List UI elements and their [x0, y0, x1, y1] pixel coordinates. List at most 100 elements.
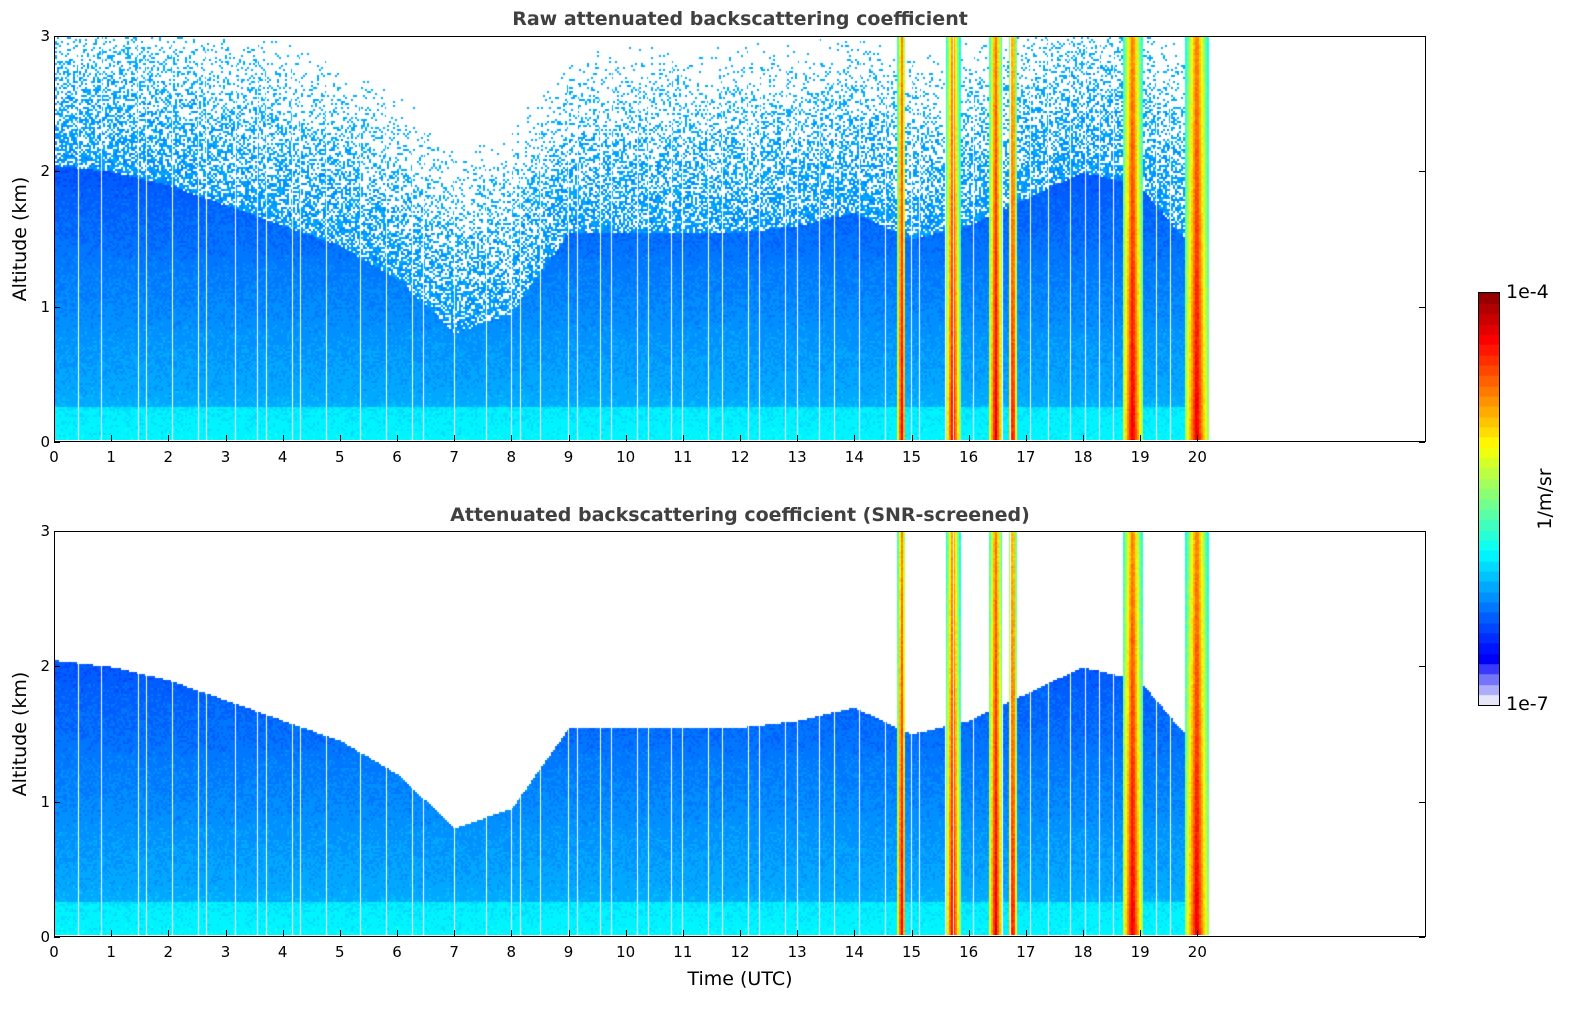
- panel-1-heatmap: [55, 37, 1424, 440]
- x-tick: [397, 930, 398, 936]
- y-tick: [54, 306, 60, 308]
- x-tick: [1197, 435, 1199, 441]
- x-tick-label: 18: [1073, 448, 1093, 466]
- y-tick: [1419, 36, 1425, 37]
- colorbar-min-label: 1e-7: [1506, 693, 1549, 715]
- x-tick-label: 17: [1016, 943, 1036, 961]
- panel-2-title: Attenuated backscattering coefficient (S…: [450, 504, 1030, 526]
- y-tick: [54, 937, 60, 938]
- x-tick: [511, 930, 513, 936]
- x-tick: [682, 435, 684, 441]
- y-tick: [54, 36, 60, 37]
- y-tick-label: 0: [40, 433, 50, 451]
- y-tick: [1419, 531, 1425, 532]
- x-tick: [225, 930, 227, 936]
- x-tick: [282, 435, 284, 441]
- x-tick-label: 17: [1016, 448, 1036, 466]
- x-tick-label: 10: [616, 448, 636, 466]
- x-tick-label: 9: [563, 943, 574, 961]
- x-tick-label: 14: [844, 448, 864, 466]
- x-tick: [1140, 435, 1142, 441]
- x-tick: [54, 930, 55, 936]
- x-tick: [168, 930, 170, 936]
- y-tick: [1419, 801, 1425, 803]
- x-tick: [854, 435, 856, 441]
- x-tick: [625, 435, 627, 441]
- x-tick: [225, 435, 227, 441]
- y-tick-label: 2: [40, 162, 50, 181]
- x-tick-label: 6: [392, 448, 402, 466]
- x-tick: [625, 930, 627, 936]
- x-tick-label: 19: [1130, 943, 1150, 961]
- panel-2-heatmap: [55, 532, 1424, 935]
- x-tick: [54, 435, 55, 441]
- x-tick: [339, 435, 341, 441]
- panel-2-axes: [54, 531, 1426, 937]
- x-tick: [454, 930, 456, 936]
- x-tick-label: 16: [959, 943, 979, 961]
- y-tick: [1419, 937, 1425, 938]
- x-tick: [111, 930, 113, 936]
- x-tick: [968, 930, 970, 936]
- x-tick-label: 8: [506, 943, 517, 961]
- x-tick-label: 11: [673, 448, 693, 466]
- x-tick-label: 20: [1187, 448, 1207, 466]
- y-tick: [54, 171, 60, 173]
- x-tick: [1197, 930, 1199, 936]
- panel-1-title: Raw attenuated backscattering coefficien…: [512, 8, 968, 30]
- x-tick-label: 13: [787, 943, 807, 961]
- y-tick-label: 3: [40, 522, 50, 540]
- x-tick-label: 14: [844, 943, 864, 961]
- x-tick-label: 3: [220, 943, 231, 961]
- x-tick-label: 0: [49, 943, 59, 961]
- x-tick-label: 1: [106, 943, 116, 961]
- x-tick-label: 18: [1073, 943, 1093, 961]
- x-tick: [968, 435, 970, 441]
- y-tick: [54, 442, 60, 443]
- y-tick: [1419, 306, 1425, 308]
- colorbar: [1478, 292, 1500, 706]
- x-tick: [797, 930, 799, 936]
- x-tick-label: 5: [335, 943, 345, 961]
- x-tick: [911, 930, 913, 936]
- x-tick-label: 5: [335, 448, 345, 466]
- colorbar-max-label: 1e-4: [1506, 281, 1549, 303]
- x-tick: [854, 930, 856, 936]
- x-tick: [339, 930, 341, 936]
- panel-1-ylabel: Altitude (km): [9, 176, 31, 302]
- x-tick-label: 15: [901, 448, 922, 466]
- y-tick-label: 2: [40, 657, 50, 676]
- y-tick: [1419, 171, 1425, 173]
- y-tick-label: 3: [40, 27, 50, 45]
- x-tick: [740, 930, 741, 936]
- x-tick-label: 12: [730, 448, 750, 466]
- x-tick-label: 15: [901, 943, 922, 961]
- y-tick-label: 1: [40, 792, 50, 811]
- x-tick: [1025, 930, 1027, 936]
- x-tick-label: 19: [1130, 448, 1150, 466]
- x-tick-label: 20: [1187, 943, 1207, 961]
- x-tick: [1083, 930, 1084, 936]
- x-tick-label: 8: [506, 448, 517, 466]
- x-tick: [454, 435, 456, 441]
- x-tick: [1083, 435, 1084, 441]
- x-tick-label: 9: [563, 448, 574, 466]
- y-tick: [54, 666, 60, 668]
- x-tick: [1140, 930, 1142, 936]
- x-tick: [568, 930, 570, 936]
- x-tick: [682, 930, 684, 936]
- x-tick-label: 4: [277, 448, 288, 466]
- y-tick: [54, 801, 60, 803]
- x-tick: [1025, 435, 1027, 441]
- x-tick-label: 3: [220, 448, 231, 466]
- y-tick: [1419, 442, 1425, 443]
- x-tick-label: 2: [163, 448, 174, 466]
- y-tick-label: 0: [40, 928, 50, 946]
- x-tick-label: 13: [787, 448, 807, 466]
- x-tick-label: 6: [392, 943, 402, 961]
- x-tick-label: 10: [616, 943, 636, 961]
- x-tick-label: 7: [449, 448, 459, 466]
- panel-2-ylabel: Altitude (km): [9, 671, 31, 797]
- x-tick: [397, 435, 398, 441]
- panel-1-axes: [54, 36, 1426, 442]
